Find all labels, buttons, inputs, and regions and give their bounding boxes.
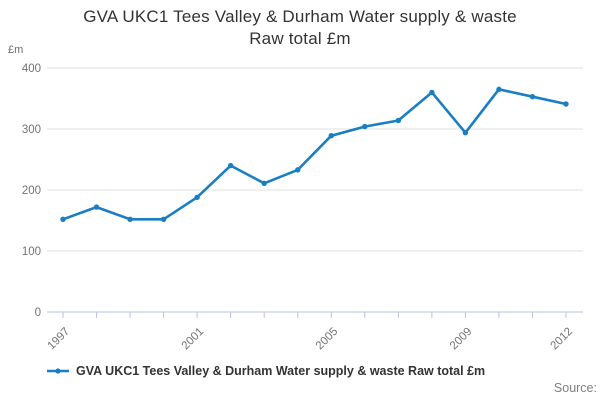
x-tick-label: 2005 xyxy=(314,326,341,353)
data-point-marker xyxy=(295,167,301,173)
y-tick-label: 100 xyxy=(22,246,41,258)
data-point-marker xyxy=(194,194,200,201)
y-tick-label: 300 xyxy=(22,124,41,136)
y-tick-label: 0 xyxy=(35,307,41,319)
x-tick-label: 2012 xyxy=(549,326,576,353)
y-axis-unit-label: £m xyxy=(8,44,24,56)
data-point-marker xyxy=(127,216,133,222)
data-point-marker xyxy=(60,216,66,222)
data-point-marker xyxy=(496,86,502,93)
data-point-marker xyxy=(395,117,402,124)
chart-title: GVA UKC1 Tees Valley & Durham Water supp… xyxy=(0,6,600,50)
data-point-marker xyxy=(328,133,334,139)
y-tick-label: 400 xyxy=(22,63,41,75)
source-label: Source: xyxy=(553,381,597,395)
x-tick-label: 2009 xyxy=(448,326,475,353)
chart-title-line-2: Raw total £m xyxy=(249,29,351,48)
series-line xyxy=(61,88,568,221)
data-point-marker xyxy=(93,204,100,210)
legend-label: GVA UKC1 Tees Valley & Durham Water supp… xyxy=(76,364,486,378)
x-tick-label: 1997 xyxy=(46,326,73,353)
chart-title-line-1: GVA UKC1 Tees Valley & Durham Water supp… xyxy=(83,7,517,26)
y-tick-label: 200 xyxy=(22,185,41,197)
data-point-marker xyxy=(429,89,435,96)
x-tick-label: 2001 xyxy=(180,326,207,353)
legend-line-marker-icon xyxy=(46,366,70,376)
legend: GVA UKC1 Tees Valley & Durham Water supp… xyxy=(46,364,485,378)
data-point-marker xyxy=(462,129,469,136)
data-point-marker xyxy=(261,180,267,186)
data-point-marker xyxy=(362,123,368,130)
data-point-marker xyxy=(529,93,536,100)
data-point-marker xyxy=(227,162,234,169)
data-point-marker xyxy=(160,216,167,222)
data-point-marker xyxy=(563,101,569,107)
